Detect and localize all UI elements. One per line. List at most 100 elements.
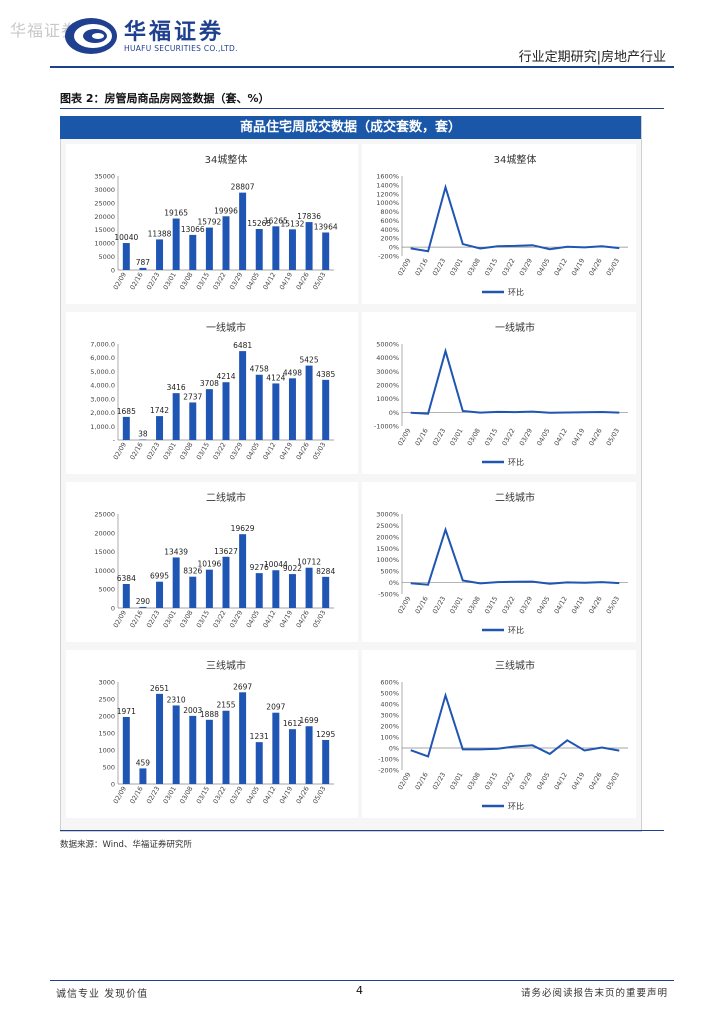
- bar: [272, 570, 280, 608]
- company-logo: [65, 18, 117, 54]
- series-line: [410, 183, 620, 253]
- chart-cell-tier2-bar: 二线城市 0 5000 10000 15000 20000 25000 02/09 02/16 0…: [66, 482, 358, 642]
- y-tick-label: 0: [111, 781, 115, 789]
- y-tick-label: 200%: [380, 235, 399, 243]
- y-tick-label: 2000%: [376, 382, 399, 390]
- x-tick-label: 05/03: [605, 771, 621, 791]
- y-tick-label: 0%: [389, 244, 399, 252]
- x-tick-label: 02/16: [128, 609, 144, 629]
- y-tick-label: -200%: [378, 253, 399, 261]
- x-tick-label: 03/29: [228, 441, 244, 461]
- legend-label: 环比: [508, 457, 524, 467]
- figure-title: 图表 2：房管局商品房网签数据（套、%）: [60, 92, 270, 105]
- x-tick-label: 02/16: [128, 785, 144, 805]
- data-label: 3416: [167, 383, 186, 392]
- y-tick-label: 2500: [98, 696, 115, 704]
- x-tick-label: 03/29: [518, 595, 534, 615]
- y-tick-label: 0%: [389, 579, 399, 587]
- bar: [272, 383, 280, 440]
- y-tick-label: 1000%: [376, 556, 399, 564]
- data-label: 16265: [264, 216, 288, 225]
- bar: [255, 573, 263, 608]
- data-label: 3708: [200, 379, 219, 388]
- bar: [172, 705, 180, 784]
- bar: [239, 192, 247, 270]
- x-tick-label: 02/23: [431, 595, 447, 615]
- bar: [255, 229, 263, 270]
- data-label: 1888: [200, 710, 219, 719]
- x-tick-label: 03/22: [500, 771, 516, 791]
- chart-cell-total-bar: 34城整体 0 5000 10000 15000 20000 25000 30000 35000…: [66, 144, 358, 304]
- y-tick-label: 800%: [380, 208, 399, 216]
- y-tick-label: 0%: [389, 409, 399, 417]
- chart-cell-tier3-mom: 三线城市 -200% -100% 0% 100% 200% 300% 400% 500% 600%…: [362, 650, 636, 818]
- y-tick-label: 2,000.0: [90, 409, 115, 417]
- data-label: 17836: [297, 212, 321, 221]
- bar: [222, 382, 230, 440]
- report-type: 行业定期研究|房地产行业: [518, 50, 666, 65]
- x-tick-label: 03/01: [162, 441, 178, 461]
- bar: [189, 715, 197, 784]
- data-label: 787: [136, 258, 151, 267]
- x-tick-label: 04/26: [587, 257, 603, 277]
- chart-total-mom: 34城整体 -200%0%200%400%600%800%1000%1200%14…: [376, 153, 628, 297]
- x-tick-label: 03/29: [518, 257, 534, 277]
- y-tick-label: 500%: [380, 690, 399, 698]
- data-label: 290: [136, 597, 151, 606]
- y-tick-label: 500: [103, 764, 115, 772]
- chart-title: 一线城市: [495, 321, 535, 334]
- x-tick-label: 03/08: [466, 595, 482, 615]
- x-tick-label: 04/19: [570, 595, 586, 615]
- x-tick-label: 04/19: [570, 771, 586, 791]
- x-tick-label: 03/15: [483, 595, 499, 615]
- chart-tier3-mom: 三线城市 -200% -100% 0% 100% 200% 300% 400% 500% 600%…: [378, 659, 628, 811]
- chart-title: 34城整体: [205, 153, 248, 166]
- x-tick-label: 05/03: [605, 427, 621, 447]
- data-label: 19996: [214, 206, 238, 215]
- x-tick-label: 04/05: [535, 427, 551, 447]
- chart-tier1-mom: 一线城市 -1000% 0% 1000% 2000% 3000% 4000% 5000% 02/…: [374, 321, 628, 467]
- data-label: 10196: [197, 560, 221, 569]
- footer-divider: [50, 980, 674, 981]
- footer-disclaimer: 请务必阅读报告末页的重要声明: [520, 988, 668, 999]
- y-tick-label: 1000: [98, 747, 115, 755]
- data-label: 2651: [150, 684, 169, 693]
- y-tick-label: 2000%: [376, 533, 399, 541]
- chart-title: 34城整体: [494, 153, 537, 166]
- bar: [288, 574, 296, 608]
- bar: [189, 576, 197, 608]
- y-tick-label: 2000: [98, 713, 115, 721]
- y-tick-label: 15000: [94, 226, 115, 234]
- chart-total-volume: 34城整体 0 5000 10000 15000 20000 25000 30000 35000…: [94, 153, 338, 291]
- y-tick-label: 1500: [98, 730, 115, 738]
- chart-title: 三线城市: [495, 659, 535, 672]
- x-tick-label: 04/26: [295, 271, 311, 291]
- x-tick-label: 03/29: [228, 609, 244, 629]
- x-tick-label: 02/16: [414, 257, 430, 277]
- y-tick-label: 0: [111, 267, 115, 275]
- data-label: 2310: [167, 695, 186, 704]
- bar: [305, 365, 313, 440]
- data-label: 13627: [214, 547, 238, 556]
- bar: [322, 232, 330, 270]
- data-label: 11388: [148, 229, 172, 238]
- x-tick-label: 04/12: [553, 427, 569, 447]
- legend-label: 环比: [508, 801, 524, 811]
- data-label: 38: [138, 429, 148, 438]
- bar: [272, 226, 280, 270]
- footer-slogan: 诚信专业 发现价值: [56, 989, 149, 1000]
- x-tick-label: 03/15: [195, 609, 211, 629]
- bar: [305, 726, 313, 784]
- data-label: 1295: [316, 730, 335, 739]
- x-tick-label: 02/16: [414, 595, 430, 615]
- chart-cell-tier3-bar: 三线城市 0 500 1000 1500 2000 2500 3000 02/09 02/16 02…: [66, 650, 358, 818]
- x-tick-label: 03/22: [211, 441, 227, 461]
- x-tick-label: 03/08: [178, 609, 194, 629]
- x-tick-label: 02/23: [431, 771, 447, 791]
- x-tick-label: 04/12: [553, 771, 569, 791]
- chart-cell-tier2-mom: 二线城市 -500% 0% 500% 1000% 1500% 2000% 2500% 3000%…: [362, 482, 636, 642]
- x-tick-label: 04/05: [535, 771, 551, 791]
- data-label: 4214: [216, 372, 235, 381]
- data-label: 1685: [117, 407, 136, 416]
